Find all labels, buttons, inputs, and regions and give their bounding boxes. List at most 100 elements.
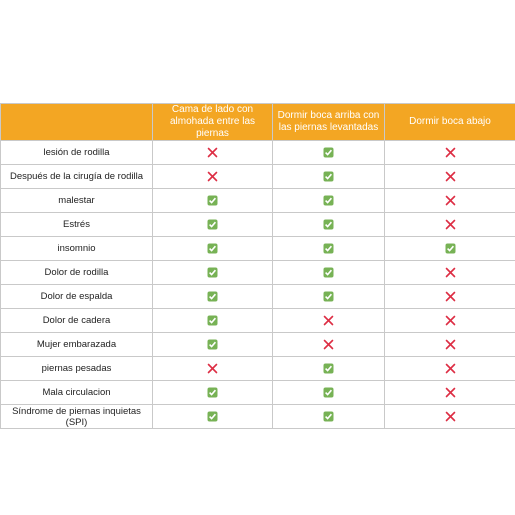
- cell: [152, 284, 273, 309]
- check-icon: [323, 291, 334, 302]
- cross-stroke: [445, 363, 455, 374]
- cell: [272, 356, 385, 381]
- cell: [152, 188, 273, 213]
- cell: [272, 308, 385, 333]
- cell: [152, 140, 273, 165]
- cross-stroke: [445, 315, 455, 326]
- table-row: piernas pesadas: [0, 356, 515, 381]
- check-icon: [207, 243, 218, 254]
- header-row: Cama de lado con almohada entre las pier…: [0, 103, 515, 141]
- cell: [152, 380, 273, 405]
- cell: [272, 164, 385, 189]
- check-icon: [445, 243, 455, 254]
- check-icon: [207, 387, 218, 398]
- cross-stroke: [445, 147, 455, 158]
- check-icon: [207, 195, 218, 206]
- check-icon: [323, 387, 334, 398]
- check-stroke: [446, 245, 454, 252]
- cell: [152, 212, 273, 237]
- check-stroke: [209, 245, 217, 252]
- check-stroke: [325, 173, 333, 180]
- check-stroke: [325, 197, 333, 204]
- row-label: Después de la cirugía de rodilla: [0, 164, 153, 189]
- check-icon: [323, 195, 334, 206]
- cross-icon: [445, 291, 455, 302]
- cell: [384, 404, 515, 429]
- table-row: Después de la cirugía de rodilla: [0, 164, 515, 189]
- check-icon: [323, 147, 334, 158]
- cross-stroke: [445, 171, 455, 182]
- column-header: Cama de lado con almohada entre las pier…: [152, 103, 273, 141]
- check-stroke: [209, 317, 217, 324]
- row-label: Dolor de rodilla: [0, 260, 153, 285]
- table-row: insomnio: [0, 236, 515, 261]
- cross-icon: [445, 267, 455, 278]
- check-stroke: [325, 221, 333, 228]
- cross-icon: [445, 387, 455, 398]
- cell: [384, 356, 515, 381]
- cell: [152, 164, 273, 189]
- check-icon: [323, 411, 334, 422]
- row-label: lesión de rodilla: [0, 140, 153, 165]
- check-stroke: [209, 269, 217, 276]
- check-stroke: [325, 389, 333, 396]
- row-label: malestar: [0, 188, 153, 213]
- cross-stroke: [445, 291, 455, 302]
- cross-icon: [445, 411, 455, 422]
- cell: [272, 332, 385, 357]
- cross-stroke: [207, 171, 218, 182]
- check-stroke: [209, 413, 217, 420]
- check-icon: [323, 219, 334, 230]
- column-header: Dormir boca arriba con las piernas levan…: [272, 103, 385, 141]
- cell: [152, 404, 273, 429]
- cell: [152, 236, 273, 261]
- cross-icon: [445, 363, 455, 374]
- cross-icon: [323, 315, 334, 326]
- cell: [272, 284, 385, 309]
- check-stroke: [209, 221, 217, 228]
- table-row: lesión de rodilla: [0, 140, 515, 165]
- check-icon: [207, 315, 218, 326]
- check-stroke: [209, 341, 217, 348]
- cell: [272, 212, 385, 237]
- cross-icon: [207, 363, 218, 374]
- row-label: Dolor de espalda: [0, 284, 153, 309]
- row-label: Estrés: [0, 212, 153, 237]
- cross-stroke: [323, 315, 334, 326]
- table-row: Dolor de espalda: [0, 284, 515, 309]
- check-stroke: [325, 365, 333, 372]
- cross-icon: [323, 339, 334, 350]
- cross-stroke: [323, 339, 334, 350]
- cross-icon: [445, 339, 455, 350]
- cell: [272, 140, 385, 165]
- cell: [152, 356, 273, 381]
- comparison-table: Cama de lado con almohada entre las pier…: [0, 103, 515, 429]
- cell: [384, 284, 515, 309]
- row-label: Mujer embarazada: [0, 332, 153, 357]
- check-icon: [323, 363, 334, 374]
- cell: [384, 380, 515, 405]
- cross-icon: [445, 171, 455, 182]
- cross-icon: [207, 147, 218, 158]
- cross-stroke: [207, 147, 218, 158]
- table-row: Dolor de cadera: [0, 308, 515, 333]
- table-row: Mala circulacion: [0, 380, 515, 405]
- check-stroke: [325, 245, 333, 252]
- table-row: Dolor de rodilla: [0, 260, 515, 285]
- cell: [384, 236, 515, 261]
- table-row: malestar: [0, 188, 515, 213]
- check-icon: [323, 243, 334, 254]
- cell: [272, 380, 385, 405]
- cross-stroke: [445, 267, 455, 278]
- cross-icon: [445, 147, 455, 158]
- cell: [384, 188, 515, 213]
- check-stroke: [325, 149, 333, 156]
- cross-stroke: [207, 363, 218, 374]
- check-icon: [207, 411, 218, 422]
- cell: [384, 164, 515, 189]
- check-stroke: [209, 293, 217, 300]
- table-row: Síndrome de piernas inquietas (SPI): [0, 404, 515, 429]
- cross-icon: [445, 315, 455, 326]
- header-corner: [0, 103, 153, 141]
